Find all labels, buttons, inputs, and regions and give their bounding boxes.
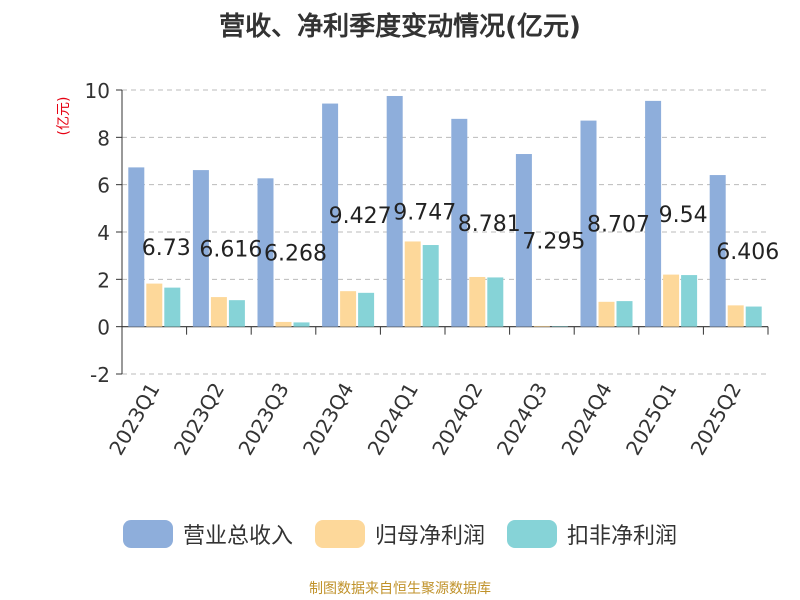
- bar-net-profit: [146, 283, 163, 327]
- chart-title: 营收、净利季度变动情况(亿元): [219, 12, 581, 42]
- data-label: 6.73: [142, 236, 191, 261]
- bar-net-profit: [598, 301, 615, 327]
- bar-revenue: [580, 120, 597, 327]
- legend-swatch-revenue: [122, 520, 173, 548]
- x-tick-label: 2023Q2: [169, 379, 229, 460]
- bar-deducted-profit: [422, 245, 439, 327]
- y-tick-label: 0: [97, 316, 110, 340]
- legend-swatch-net-profit: [314, 520, 365, 548]
- bar-deducted-profit: [293, 322, 310, 327]
- y-axis-label: (亿元): [56, 97, 72, 136]
- x-tick-label: 2023Q4: [298, 379, 358, 460]
- x-tick-label: 2025Q1: [621, 379, 681, 460]
- x-tick-label: 2023Q3: [233, 379, 293, 460]
- bar-revenue: [322, 103, 339, 327]
- legend-swatch-deducted-profit: [507, 520, 557, 548]
- y-tick-label: 6: [97, 174, 110, 198]
- bar-revenue: [257, 178, 274, 327]
- data-label: 6.616: [199, 237, 262, 262]
- data-label: 9.427: [329, 204, 392, 229]
- legend-label-net-profit: 归母净利润: [374, 524, 485, 549]
- bar-revenue: [451, 118, 468, 327]
- bar-revenue: [128, 167, 145, 327]
- legend-item-deducted-profit[interactable]: 扣非净利润: [507, 518, 677, 550]
- x-tick-label: 2025Q2: [686, 379, 746, 460]
- bars: [128, 95, 762, 327]
- data-label: 6.268: [264, 241, 327, 266]
- data-label: 7.295: [522, 229, 585, 254]
- data-source-note: 制图数据来自恒生聚源数据库: [309, 581, 491, 597]
- data-label: 9.747: [393, 200, 456, 225]
- bar-net-profit: [340, 291, 357, 327]
- y-tick-label: 2: [97, 268, 110, 292]
- bar-deducted-profit: [358, 292, 375, 327]
- y-tick-label: 10: [85, 79, 110, 103]
- bar-net-profit: [727, 305, 744, 327]
- legend-label-revenue: 营业总收入: [182, 524, 293, 549]
- y-tick-label: -2: [90, 363, 110, 387]
- data-label: 6.406: [716, 240, 779, 265]
- bar-net-profit: [469, 276, 486, 327]
- bar-deducted-profit: [228, 300, 245, 327]
- bar-revenue: [192, 170, 209, 327]
- x-tick-label: 2024Q1: [363, 379, 423, 460]
- bar-net-profit: [210, 297, 227, 327]
- x-tick-label: 2024Q4: [556, 379, 616, 460]
- bar-net-profit: [663, 274, 680, 327]
- legend-item-revenue[interactable]: 营业总收入: [122, 518, 293, 550]
- legend-item-net-profit[interactable]: 归母净利润: [314, 518, 485, 550]
- legend-label-deducted-profit: 扣非净利润: [567, 524, 678, 549]
- y-tick-label: 4: [97, 221, 110, 245]
- bar-net-profit: [404, 241, 421, 327]
- x-tick-label: 2024Q3: [492, 379, 552, 460]
- bar-revenue: [709, 175, 726, 327]
- x-tick-label: 2024Q2: [427, 379, 487, 460]
- y-tick-label: 8: [97, 126, 110, 150]
- bar-deducted-profit: [487, 277, 504, 327]
- bar-deducted-profit: [681, 275, 698, 327]
- x-tick-label: 2023Q1: [104, 379, 164, 460]
- bar-revenue: [515, 154, 532, 327]
- bar-deducted-profit: [164, 287, 181, 327]
- bar-revenue: [386, 95, 403, 327]
- bar-deducted-profit: [551, 326, 568, 327]
- bar-net-profit: [275, 321, 292, 327]
- bar-revenue: [645, 100, 662, 327]
- bar-net-profit: [533, 325, 550, 327]
- data-label: 8.707: [587, 213, 650, 238]
- legend: 营业总收入 归母净利润 扣非净利润: [0, 518, 800, 550]
- data-label: 9.54: [659, 203, 708, 228]
- bar-deducted-profit: [616, 301, 633, 327]
- data-label: 8.781: [458, 212, 521, 237]
- bar-deducted-profit: [745, 306, 762, 327]
